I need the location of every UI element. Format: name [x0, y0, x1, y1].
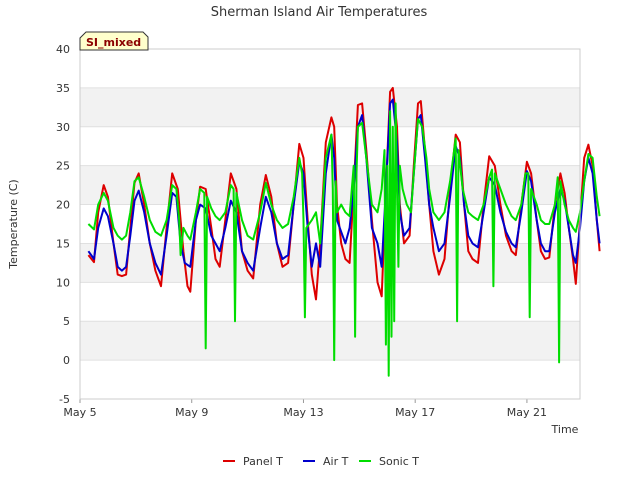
y-tick-label: 10 — [56, 276, 70, 289]
y-tick-label: 35 — [56, 82, 70, 95]
y-tick-label: 25 — [56, 160, 70, 173]
legend-label: Air T — [323, 455, 349, 468]
grid-band — [80, 165, 580, 205]
y-tick-label: 15 — [56, 237, 70, 250]
grid-bands — [80, 49, 580, 399]
x-tick-label: May 5 — [63, 406, 96, 419]
grid-band — [80, 204, 580, 244]
y-tick-label: 0 — [63, 354, 70, 367]
y-tick-label: -5 — [59, 393, 70, 406]
grid-band — [80, 360, 580, 399]
y-axis-ticks: -5 0 5 10 15 20 25 30 35 40 — [56, 43, 580, 406]
legend-label: Panel T — [243, 455, 283, 468]
plot-frame — [79, 48, 581, 400]
x-tick-label: May 17 — [395, 406, 435, 419]
badge-label: SI_mixed — [86, 36, 141, 49]
series-lines — [87, 86, 601, 377]
badge-box — [79, 31, 149, 51]
grid-band — [80, 282, 580, 322]
y-axis-label: Temperature (C) — [7, 179, 20, 269]
x-tick-label: May 21 — [507, 406, 547, 419]
legend-label: Sonic T — [379, 455, 419, 468]
x-tick-label: May 9 — [175, 406, 208, 419]
series-line-sonic-t — [87, 102, 601, 377]
y-tick-label: 5 — [63, 315, 70, 328]
legend: Panel T Air T Sonic T — [223, 455, 419, 468]
y-tick-label: 20 — [56, 199, 70, 212]
site-badge: SI_mixed — [79, 31, 149, 51]
grid-band — [80, 49, 580, 88]
x-axis-label: Time — [551, 423, 579, 436]
chart-title: Sherman Island Air Temperatures — [211, 5, 428, 20]
x-axis-ticks: May 5 May 9 May 13 May 17 May 21 — [63, 399, 547, 419]
grid-band — [80, 321, 580, 361]
y-tick-label: 40 — [56, 43, 70, 56]
x-tick-label: May 13 — [283, 406, 323, 419]
y-tick-label: 30 — [56, 121, 70, 134]
